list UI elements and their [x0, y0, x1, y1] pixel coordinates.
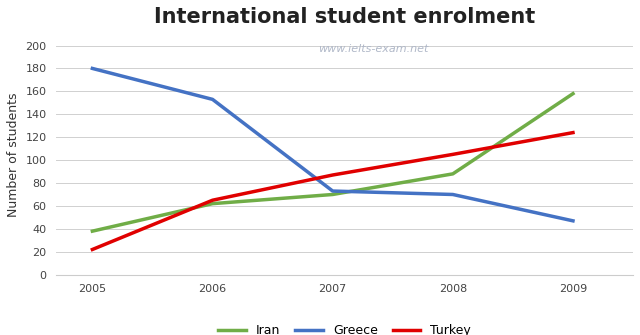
- Iran: [569, 92, 577, 96]
- Greece: [88, 66, 96, 70]
- Greece: [209, 97, 216, 102]
- Greece: [449, 193, 457, 197]
- Turkey: [449, 152, 457, 156]
- Greece: [329, 189, 337, 193]
- Line: Iran: Iran: [92, 94, 573, 231]
- Turkey: [569, 131, 577, 135]
- Turkey: [209, 198, 216, 202]
- Iran: [449, 172, 457, 176]
- Title: International student enrolment: International student enrolment: [154, 7, 535, 27]
- Iran: [88, 229, 96, 233]
- Greece: [569, 219, 577, 223]
- Line: Greece: Greece: [92, 68, 573, 221]
- Iran: [209, 202, 216, 206]
- Y-axis label: Number of students: Number of students: [7, 92, 20, 217]
- Turkey: [88, 248, 96, 252]
- Text: www.ielts-exam.net: www.ielts-exam.net: [318, 44, 429, 54]
- Turkey: [329, 173, 337, 177]
- Legend: Iran, Greece, Turkey: Iran, Greece, Turkey: [214, 320, 476, 335]
- Line: Turkey: Turkey: [92, 133, 573, 250]
- Iran: [329, 193, 337, 197]
